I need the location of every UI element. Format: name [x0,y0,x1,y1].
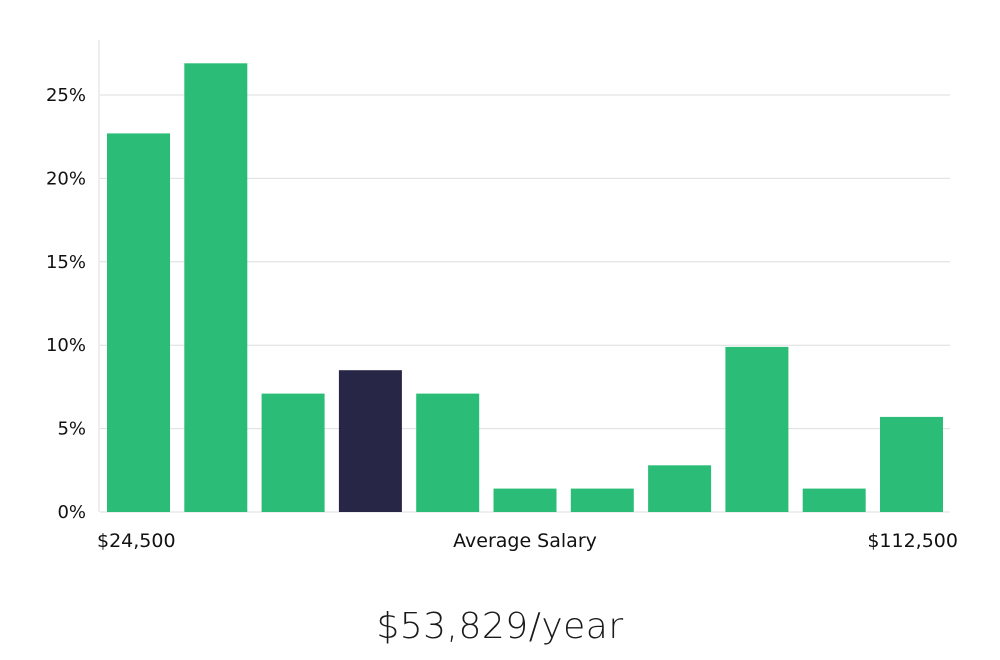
bar [880,416,943,512]
y-tick-label: 15% [46,252,86,273]
y-tick-label: 10% [46,335,86,356]
bar [493,488,557,512]
y-tick-label: 20% [46,168,86,189]
x-center-label: Average Salary [453,530,597,552]
bar [570,488,634,512]
y-tick-labels: 0% 5% 10% 15% 20% 25% [46,85,86,523]
salary-histogram: 0%5%10%15%20%25% $24,500 Average Salary … [46,40,958,552]
bar [802,488,866,512]
bar [648,465,712,512]
bar [184,63,248,513]
bar [416,393,480,512]
bar [107,133,170,512]
bar [261,393,325,512]
average-salary-value: $53,829/year [376,606,624,647]
bar [725,346,789,512]
y-tick-label: 5% [57,419,86,440]
y-tick-label: 0% [57,502,86,523]
x-min-label: $24,500 [97,530,176,552]
bar-highlighted [338,370,402,512]
y-tick-label: 25% [46,85,86,106]
bars [107,63,943,513]
x-max-label: $112,500 [867,530,958,552]
